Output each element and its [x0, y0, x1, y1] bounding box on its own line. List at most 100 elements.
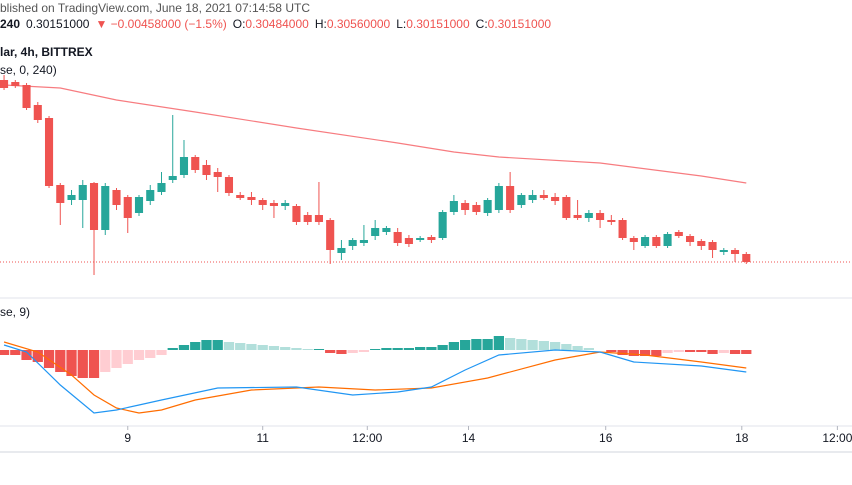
macd-histogram-bar: [527, 340, 538, 350]
candle-body: [112, 190, 121, 205]
macd-histogram-bar: [741, 350, 752, 354]
x-tick-label: 12:00: [822, 431, 852, 445]
macd-histogram-bar: [561, 344, 572, 350]
macd-histogram-bar: [111, 350, 122, 368]
candle-body: [708, 242, 717, 250]
macd-histogram-bar: [66, 350, 77, 376]
candle-body: [348, 240, 357, 246]
candle-body: [157, 183, 166, 192]
candle-body: [168, 176, 177, 180]
candle-body: [359, 240, 368, 243]
macd-histogram-bar: [223, 342, 235, 350]
candle-body: [89, 183, 99, 230]
macd-histogram-bar: [482, 339, 493, 350]
candle-body: [686, 236, 695, 242]
candle-body: [314, 215, 323, 222]
macd-histogram-bar: [381, 348, 392, 350]
candle-body: [0, 80, 9, 88]
macd-line: [3, 344, 747, 414]
candle-body: [22, 85, 31, 108]
macd-histogram-bar: [336, 350, 347, 354]
macd-histogram-bar: [235, 343, 246, 350]
macd-histogram-bar: [403, 348, 415, 350]
macd-histogram-bar: [0, 350, 10, 355]
candle-body: [674, 232, 683, 236]
macd-histogram-bar: [392, 348, 403, 350]
published-note: blished on TradingView.com, June 18, 202…: [0, 1, 310, 15]
candle-body: [528, 195, 537, 200]
candle-body: [146, 190, 155, 201]
macd-histogram-bar: [729, 350, 741, 354]
macd-histogram-bar: [549, 342, 561, 350]
macd-histogram-bar: [32, 350, 43, 362]
macd-histogram-bar: [167, 348, 178, 350]
macd-histogram-bar: [347, 350, 358, 353]
macd-histogram-bar: [415, 347, 426, 350]
candle-body: [607, 220, 616, 222]
macd-histogram-bar: [628, 350, 639, 356]
candle-body: [123, 197, 132, 218]
macd-legend: se, 9): [0, 305, 30, 319]
candle-body: [697, 241, 706, 246]
macd-histogram-bar: [684, 350, 696, 352]
macd-histogram-bar: [460, 340, 471, 350]
macd-histogram-bar: [21, 350, 32, 360]
macd-histogram-bar: [280, 347, 291, 350]
candle-body: [742, 254, 751, 262]
macd-histogram-bar: [291, 348, 302, 350]
candle-body: [562, 197, 571, 218]
candle-body: [179, 157, 189, 175]
macd-histogram-bar: [651, 350, 662, 356]
macd-histogram-bar: [437, 345, 448, 350]
candle-body: [44, 118, 54, 186]
candle-body: [596, 213, 605, 220]
candle-body: [449, 201, 458, 212]
candle-body: [573, 215, 582, 218]
macd-histogram-bar: [201, 340, 212, 350]
macd-histogram-bar: [246, 344, 257, 350]
candle-body: [134, 197, 144, 213]
moving-average-line: [4, 84, 747, 184]
macd-histogram-bar: [448, 342, 460, 350]
candle-body: [326, 220, 335, 250]
signal-line: [3, 341, 747, 414]
candle-body: [247, 197, 256, 200]
macd-histogram-bar: [325, 350, 336, 353]
macd-histogram-bar: [370, 349, 381, 350]
candle-body: [101, 186, 110, 230]
candle-body: [191, 157, 200, 170]
candle-body: [539, 195, 548, 198]
candle-body: [224, 177, 234, 193]
macd-histogram-bar: [133, 350, 145, 360]
macd-histogram-bar: [178, 345, 190, 350]
macd-histogram-bar: [10, 350, 21, 355]
macd-histogram-bar: [617, 350, 628, 355]
macd-histogram-bar: [426, 347, 437, 350]
x-tick-label: 14: [462, 431, 476, 445]
candle-body: [506, 186, 515, 210]
ohlc-value: 0.30484000: [245, 17, 309, 31]
macd-histogram-bar: [55, 350, 66, 372]
candle-body: [78, 185, 87, 200]
interval: 240: [0, 17, 20, 31]
ohlc-value: 0.30560000: [327, 17, 391, 31]
ohlc-label: O:: [233, 17, 246, 31]
candle-body: [427, 237, 436, 240]
candle-body: [258, 200, 267, 205]
candle-body: [483, 200, 492, 213]
macd-histogram-bar: [358, 350, 370, 352]
last-price: 0.30151000: [26, 17, 90, 31]
macd-histogram-bar: [313, 349, 325, 350]
quote-line: 240 0.30151000 ▼ −0.00458000 (−1.5%) O:0.30…: [0, 17, 551, 31]
candle-body: [438, 212, 447, 238]
candle-body: [494, 186, 503, 210]
candle-body: [517, 195, 526, 205]
x-tick-label: 11: [256, 431, 269, 445]
macd-histogram-bar: [516, 339, 527, 350]
macd-histogram-bar: [606, 350, 617, 352]
macd-histogram-bar: [673, 350, 684, 352]
ohlc-label: H:: [315, 17, 327, 31]
macd-histogram-bar: [471, 339, 482, 350]
x-tick-label: 9: [124, 431, 131, 445]
candle-body: [730, 250, 740, 254]
